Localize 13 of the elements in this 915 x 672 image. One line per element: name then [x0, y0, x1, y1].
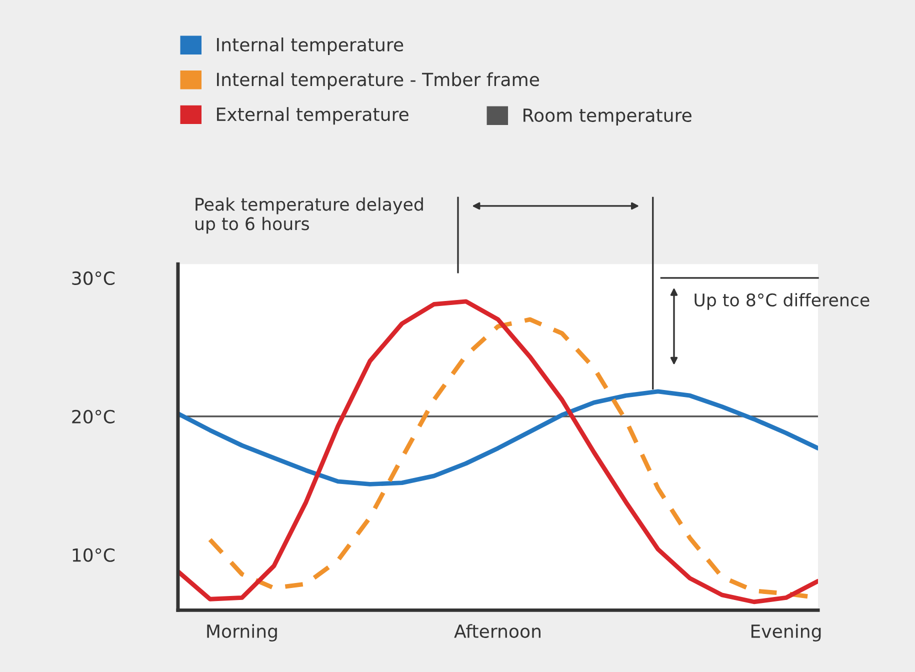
legend-label: Internal temperature: [217, 37, 404, 55]
legend-label: External temperature: [217, 107, 408, 125]
x-tick-label: Afternoon: [454, 624, 540, 638]
legend-label: Room temperature: [524, 108, 692, 126]
x-tick-label: Morning: [207, 624, 277, 642]
line-series: [178, 389, 818, 486]
legend-label: Internal temperature - Tmber frame: [217, 72, 539, 90]
y-tick-label: 10°C: [72, 548, 114, 562]
annotation: Up to 8°C difference: [694, 293, 870, 310]
text: Peak temperature delayed up to 6 hours: [195, 197, 423, 234]
y-tick-label: 20°C: [72, 410, 114, 424]
x-tick-label: Evening: [751, 624, 821, 642]
y-tick-label: 30°C: [72, 271, 114, 286]
